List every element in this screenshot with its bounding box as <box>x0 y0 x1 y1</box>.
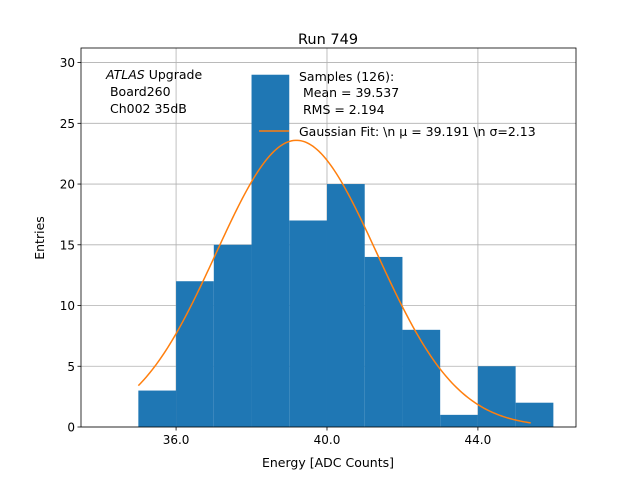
legend-samples: Samples (126): <box>299 69 394 84</box>
histogram-bar <box>138 390 177 427</box>
histogram-bar <box>289 220 327 427</box>
y-tick-label: 0 <box>67 421 75 435</box>
histogram-bar <box>402 329 441 427</box>
histogram-bar <box>176 281 214 427</box>
histogram-bar <box>515 402 554 427</box>
histogram-bar <box>364 256 403 427</box>
legend-mean: Mean = 39.537 <box>299 85 399 100</box>
board-label: Board260 <box>106 84 171 99</box>
y-tick-label: 25 <box>60 117 75 131</box>
x-tick-label: 44.0 <box>465 433 492 447</box>
atlas-upgrade: Upgrade <box>145 67 203 82</box>
axis-ticks: 36.0 40.0 44.0 0 5 10 15 20 25 30 <box>60 56 492 447</box>
legend-rms: RMS = 2.194 <box>299 102 385 117</box>
gaussian-fit-line <box>137 139 531 424</box>
plot-frame <box>80 47 577 428</box>
y-tick-label: 20 <box>60 178 75 192</box>
atlas-italic: ATLAS <box>105 67 145 82</box>
y-tick-label: 5 <box>67 360 75 374</box>
histogram-bar <box>213 244 252 427</box>
histogram-bar <box>251 74 290 427</box>
x-tick-label: 40.0 <box>314 433 341 447</box>
y-axis-label: Entries <box>32 216 47 260</box>
chart-title: Run 749 <box>298 32 358 48</box>
svg-text:ATLAS Upgrade: ATLAS Upgrade <box>105 67 202 82</box>
legend: Samples (126): Mean = 39.537 RMS = 2.194… <box>259 69 536 139</box>
x-axis-label: Energy [ADC Counts] <box>262 455 394 470</box>
channel-label: Ch002 35dB <box>106 101 187 116</box>
y-tick-label: 10 <box>60 299 75 313</box>
histogram-bar <box>477 366 516 427</box>
y-tick-label: 15 <box>60 238 75 252</box>
histogram-bars <box>138 74 554 427</box>
x-tick-label: 36.0 <box>163 433 190 447</box>
legend-fit-label: Gaussian Fit: \n μ = 39.191 \n σ=2.13 <box>299 124 536 139</box>
y-tick-label: 30 <box>60 56 75 70</box>
histogram-bar <box>440 414 478 427</box>
atlas-annotation: ATLAS Upgrade Board260 Ch002 35dB <box>105 67 202 116</box>
histogram-bar <box>326 184 365 427</box>
